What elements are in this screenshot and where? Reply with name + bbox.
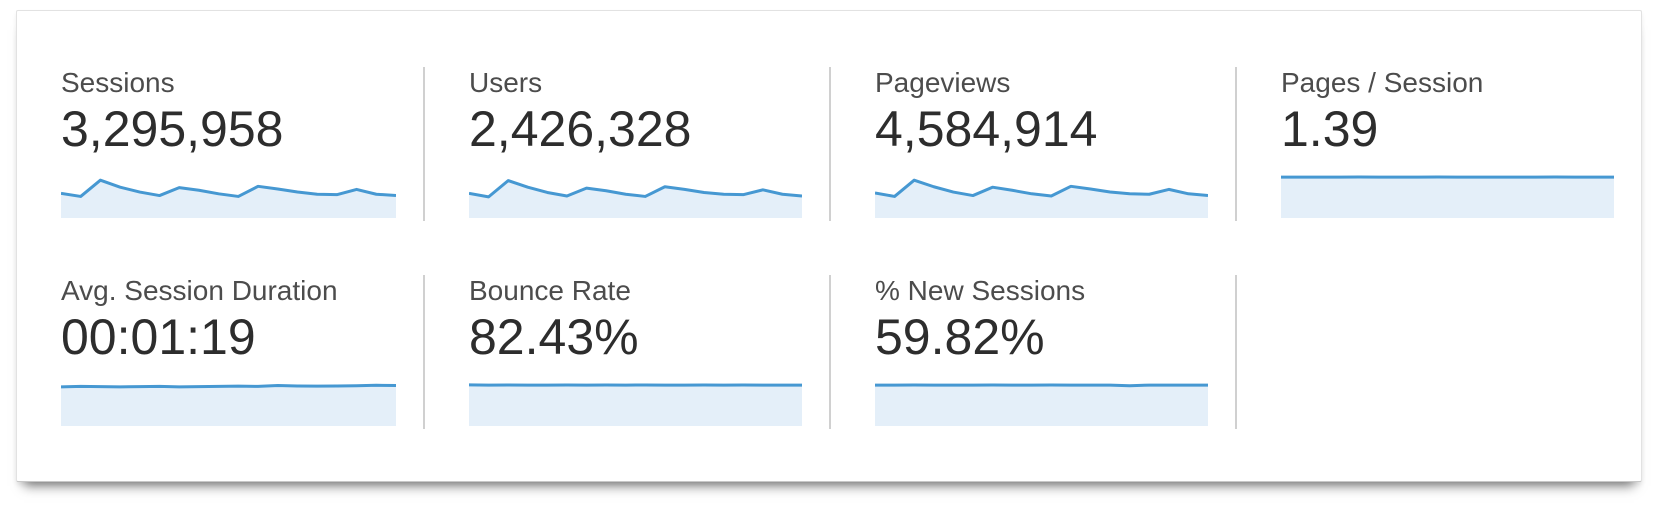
avg-session-duration-sparkline-chart (61, 382, 396, 426)
metric-value: 1.39 (1281, 101, 1379, 158)
bounce-rate-sparkline-chart (469, 382, 802, 426)
metric-card-sessions[interactable]: Sessions 3,295,958 (17, 67, 423, 221)
metric-label: Users (469, 67, 543, 98)
metric-label: % New Sessions (875, 275, 1086, 306)
metric-label: Avg. Session Duration (61, 275, 338, 306)
metric-card-avg-session-duration[interactable]: Avg. Session Duration 00:01:19 (17, 275, 423, 429)
metric-card-new-sessions[interactable]: % New Sessions 59.82% (829, 275, 1235, 429)
new-sessions-sparkline-chart (875, 382, 1208, 426)
sessions-sparkline-chart (61, 174, 396, 218)
metric-value: 00:01:19 (61, 309, 256, 366)
metric-value: 59.82% (875, 309, 1045, 366)
metric-value: 3,295,958 (61, 101, 284, 158)
metric-value: 82.43% (469, 309, 639, 366)
pages-per-session-sparkline-chart (1281, 174, 1614, 218)
metrics-overview-panel: Sessions 3,295,958 Users 2,426,328 Pagev… (16, 10, 1642, 482)
metric-value: 4,584,914 (875, 101, 1098, 158)
metric-card-users[interactable]: Users 2,426,328 (423, 67, 829, 221)
metric-card-pages-per-session[interactable]: Pages / Session 1.39 (1235, 67, 1641, 221)
users-sparkline-chart (469, 174, 802, 218)
metric-label: Pageviews (875, 67, 1011, 98)
metric-card-pageviews[interactable]: Pageviews 4,584,914 (829, 67, 1235, 221)
metric-label: Bounce Rate (469, 275, 631, 306)
metric-value: 2,426,328 (469, 101, 692, 158)
metric-label: Sessions (61, 67, 175, 98)
metric-card-bounce-rate[interactable]: Bounce Rate 82.43% (423, 275, 829, 429)
pageviews-sparkline-chart (875, 174, 1208, 218)
metric-label: Pages / Session (1281, 67, 1484, 98)
empty-metric-slot (1235, 275, 1641, 429)
metrics-grid: Sessions 3,295,958 Users 2,426,328 Pagev… (17, 67, 1641, 429)
